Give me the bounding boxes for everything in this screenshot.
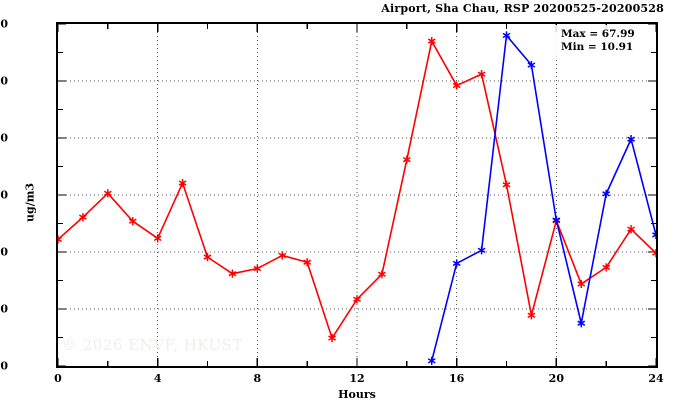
stats-max: Max = 67.99 [561, 28, 635, 40]
x-tick-label: 24 [648, 372, 664, 385]
plot-area [56, 22, 658, 368]
y-tick-label: 30 [0, 245, 8, 259]
stats-min: Min = 10.91 [561, 41, 634, 53]
x-tick-label: 4 [153, 372, 162, 385]
series-sha-chau [427, 31, 656, 365]
plot-canvas [58, 24, 656, 366]
x-axis-label: Hours [338, 388, 376, 401]
y-tick-label: 50 [0, 131, 8, 145]
y-tick-label: 70 [0, 17, 8, 31]
y-tick-label: 10 [0, 359, 8, 373]
x-tick-label: 0 [54, 372, 62, 385]
chart-title: Airport, Sha Chau, RSP 20200525-20200528 [381, 2, 664, 15]
x-tick-label: 8 [253, 372, 262, 385]
x-tick-label: 16 [449, 372, 465, 385]
y-tick-label: 20 [0, 302, 8, 316]
series-canvas [58, 24, 656, 366]
x-tick-label: 20 [548, 372, 564, 385]
y-tick-label: 40 [0, 188, 8, 202]
series-airport [58, 37, 656, 343]
x-tick-label: 12 [349, 372, 365, 385]
y-tick-label: 60 [0, 74, 8, 88]
stats-box: Max = 67.99 Min = 10.91 [555, 25, 640, 57]
